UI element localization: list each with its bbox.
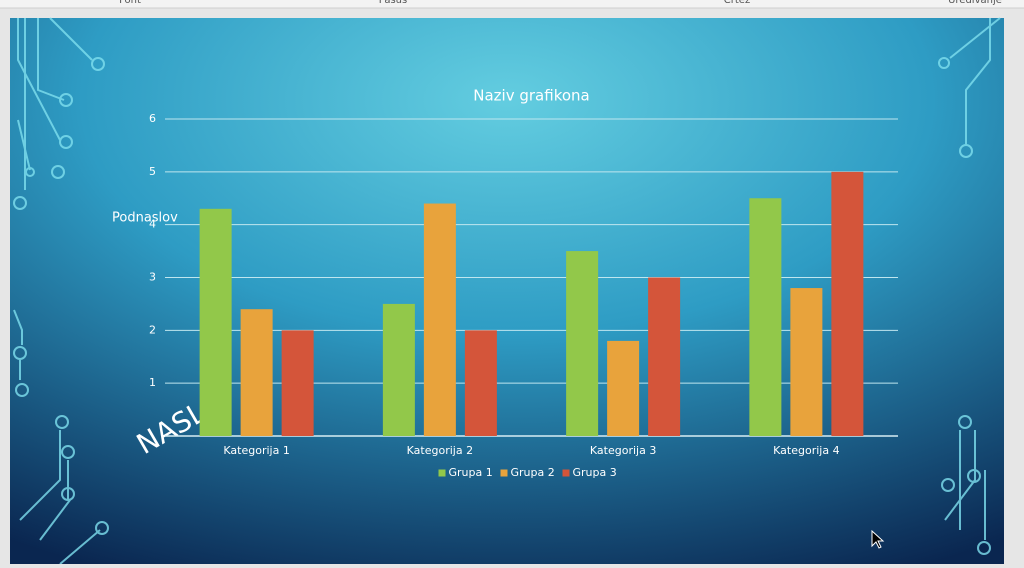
slide-subtitle: Podnaslov — [112, 211, 178, 226]
x-tick-label: Kategorija 2 — [407, 444, 473, 457]
bar — [607, 340, 640, 436]
ribbon-group-label: Font — [119, 0, 141, 6]
x-tick-label: Kategorija 1 — [223, 444, 289, 457]
x-tick-label: Kategorija 4 — [773, 444, 839, 457]
legend-label: Grupa 3 — [573, 466, 617, 479]
mouse-cursor — [871, 529, 885, 549]
bar — [464, 330, 497, 436]
y-tick-label: 6 — [149, 112, 156, 125]
bar — [423, 203, 456, 436]
bar — [749, 198, 782, 436]
legend-swatch — [500, 469, 508, 477]
y-tick-label: 1 — [149, 376, 156, 389]
y-tick-label: 5 — [149, 165, 156, 178]
bar — [240, 309, 273, 436]
y-tick-label: 4 — [149, 218, 156, 231]
bar — [790, 288, 823, 436]
chart-title: Naziv grafikona — [473, 87, 589, 105]
legend-label: Grupa 2 — [511, 466, 555, 479]
bar — [831, 171, 864, 437]
y-tick-label: 2 — [149, 323, 156, 336]
ribbon — [0, 0, 1024, 8]
bar — [648, 277, 681, 436]
bar — [281, 330, 314, 436]
x-tick-label: Kategorija 3 — [590, 444, 656, 457]
circuit-decoration — [13, 17, 1001, 565]
bar — [382, 303, 415, 436]
ribbon-group-label: Pasus — [379, 0, 407, 6]
legend-swatch — [438, 469, 446, 477]
legend-swatch — [562, 469, 570, 477]
ribbon-group-label: Crtež — [724, 0, 750, 6]
bar — [199, 208, 232, 436]
ribbon-group-label: Uređivanje — [948, 0, 1002, 6]
legend-label: Grupa 1 — [449, 466, 493, 479]
y-tick-label: 3 — [149, 271, 156, 284]
bar — [566, 251, 599, 436]
